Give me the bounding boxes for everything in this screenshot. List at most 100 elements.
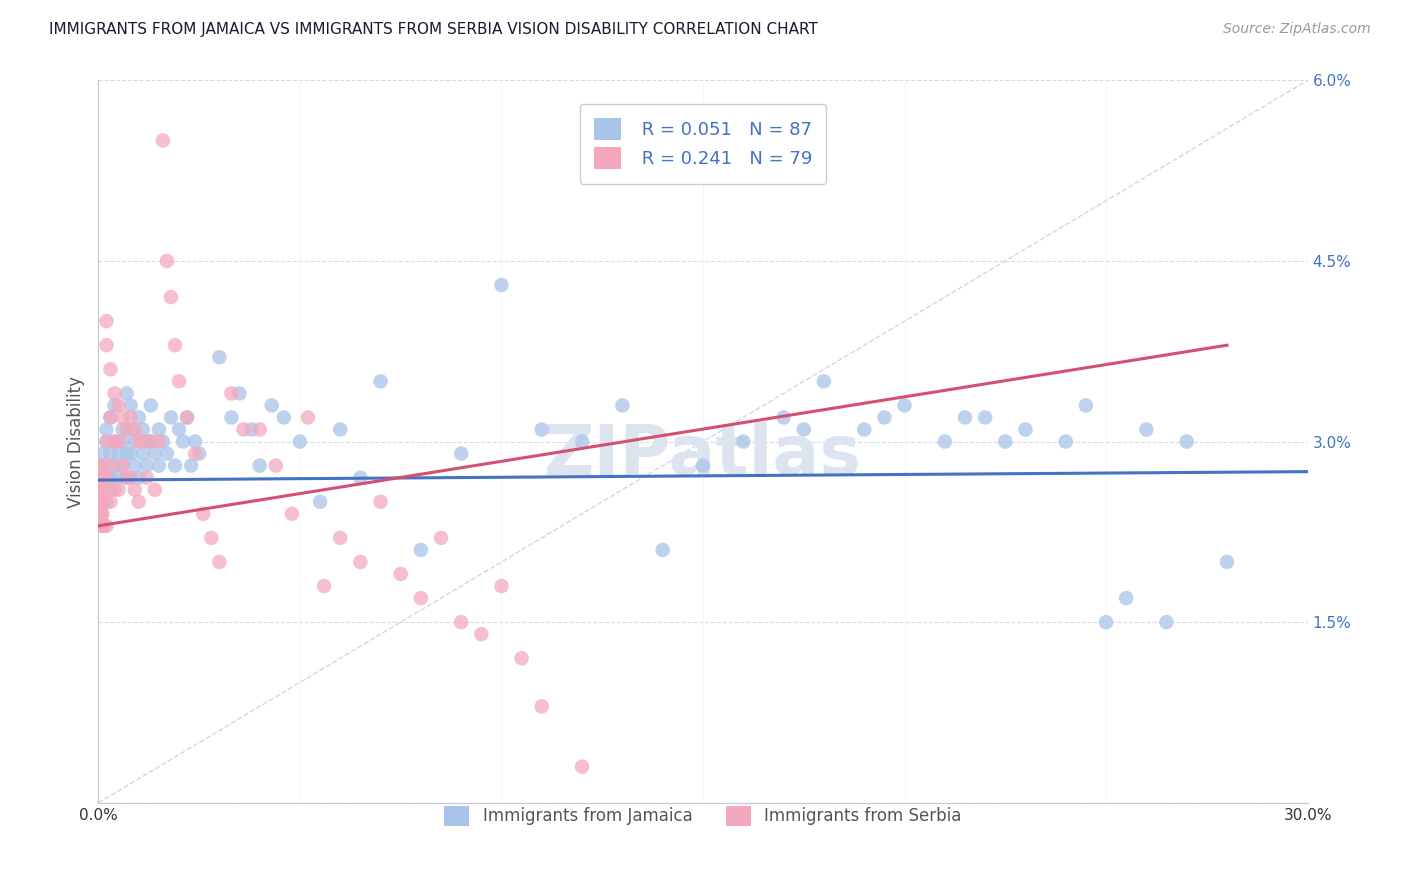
Point (167, 374, 190, 388)
Point (128, 434, 150, 449)
Point (90, 470, 112, 484)
Point (1014, 422, 1036, 436)
Point (115, 470, 138, 484)
Point (1115, 591, 1137, 605)
Point (510, 651, 533, 665)
Point (208, 555, 231, 569)
Point (163, 338, 186, 352)
Point (273, 410, 295, 425)
Point (409, 591, 432, 605)
Point (96, 518, 118, 533)
Point (115, 446, 138, 460)
Point (103, 483, 125, 497)
Point (491, 579, 513, 593)
Point (148, 458, 170, 473)
Point (100, 410, 122, 425)
Point (93, 483, 115, 497)
Point (450, 446, 472, 460)
Point (139, 434, 162, 449)
Point (156, 253, 179, 268)
Point (111, 410, 134, 425)
Point (221, 386, 243, 401)
Point (349, 555, 371, 569)
Point (370, 494, 392, 508)
Point (132, 434, 155, 449)
Point (221, 410, 243, 425)
Point (1074, 398, 1097, 412)
Point (89, 458, 111, 473)
Point (156, 446, 179, 460)
Point (96, 470, 118, 484)
Point (160, 410, 183, 425)
Point (1095, 615, 1118, 630)
Point (143, 483, 166, 497)
Point (309, 494, 332, 508)
Point (111, 434, 134, 449)
Point (96, 494, 118, 508)
Point (260, 398, 283, 412)
Point (107, 434, 129, 449)
Point (96, 338, 118, 352)
Point (91, 518, 114, 533)
Point (100, 494, 122, 508)
Point (329, 422, 352, 436)
Point (139, 434, 162, 449)
Point (853, 422, 876, 436)
Point (530, 699, 553, 714)
Point (111, 458, 134, 473)
Point (152, 133, 174, 147)
Point (103, 434, 125, 449)
Point (89, 470, 111, 484)
Point (148, 434, 170, 449)
Point (132, 446, 155, 460)
Point (100, 470, 122, 484)
Point (103, 398, 125, 412)
Point (370, 374, 392, 388)
Point (100, 458, 122, 473)
Point (176, 410, 198, 425)
Point (100, 446, 122, 460)
Point (188, 446, 211, 460)
Point (232, 422, 254, 436)
Text: ZIPatlas: ZIPatlas (544, 423, 862, 490)
Point (100, 362, 122, 376)
Point (409, 542, 432, 557)
Point (103, 458, 125, 473)
Point (115, 470, 138, 484)
Point (103, 434, 125, 449)
Point (91, 470, 114, 484)
Point (893, 398, 915, 412)
Legend: Immigrants from Jamaica, Immigrants from Serbia: Immigrants from Jamaica, Immigrants from… (436, 797, 970, 834)
Point (329, 531, 352, 545)
Point (107, 398, 129, 412)
Point (96, 314, 118, 328)
Point (96, 434, 118, 449)
Point (389, 567, 412, 582)
Point (200, 531, 222, 545)
Point (90, 507, 112, 521)
Point (733, 434, 755, 449)
Point (132, 422, 155, 436)
Point (135, 458, 157, 473)
Point (139, 398, 162, 412)
Point (281, 507, 304, 521)
Point (124, 422, 146, 436)
Point (264, 458, 287, 473)
Point (160, 290, 183, 304)
Point (120, 410, 142, 425)
Point (288, 434, 311, 449)
Point (111, 458, 134, 473)
Point (89, 518, 111, 533)
Text: Source: ZipAtlas.com: Source: ZipAtlas.com (1223, 22, 1371, 37)
Point (167, 422, 190, 436)
Point (91, 483, 114, 497)
Point (128, 494, 150, 508)
Point (107, 470, 129, 484)
Point (470, 627, 492, 641)
Point (120, 446, 142, 460)
Point (152, 434, 174, 449)
Point (793, 422, 815, 436)
Point (208, 350, 231, 364)
Point (163, 458, 186, 473)
Point (193, 507, 215, 521)
